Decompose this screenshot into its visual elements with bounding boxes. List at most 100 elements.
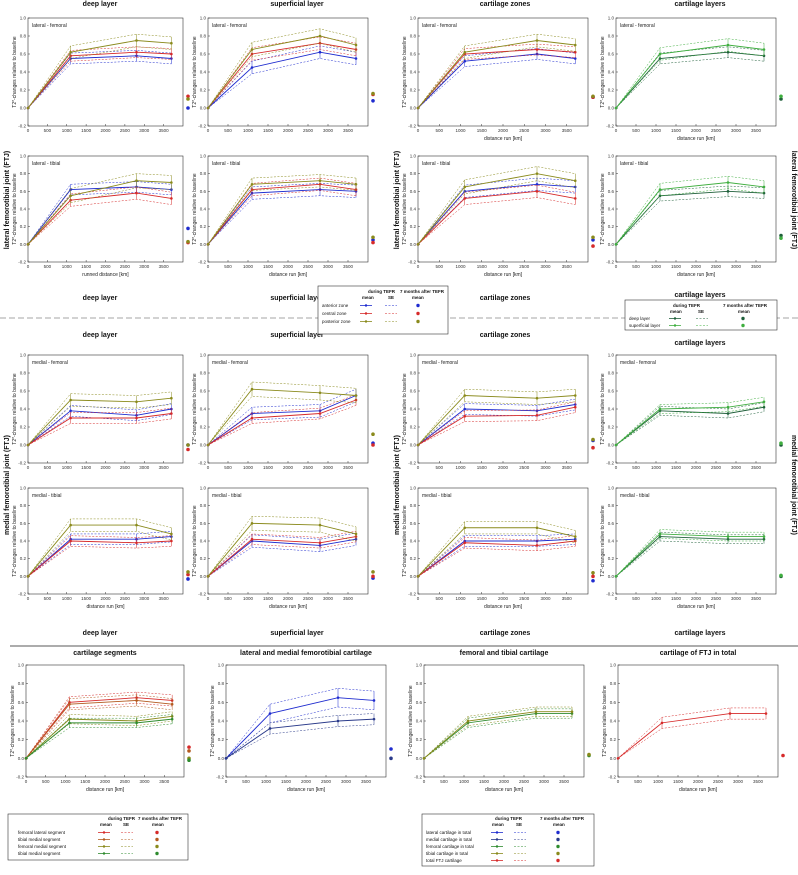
col-title-mid-4: cartilage layers	[675, 340, 726, 347]
y-tick-label: 0.0	[410, 242, 417, 247]
x-tick-label: 1500	[81, 264, 92, 269]
series-se-upper	[27, 407, 172, 446]
y-tick-label: 0.8	[200, 34, 207, 39]
followup-point	[779, 236, 783, 240]
series-line	[417, 190, 576, 245]
chart-title: femoral and tibial cartilage	[460, 650, 549, 657]
x-tick-label: 1000	[261, 779, 272, 784]
y-tick-label: 0.8	[410, 171, 417, 176]
x-tick-label: 1000	[455, 264, 466, 269]
legend-total-after-mean: mean	[553, 822, 565, 827]
data-point	[728, 712, 732, 715]
x-tick-label: 500	[632, 596, 640, 601]
x-tick-label: 2500	[711, 596, 722, 601]
x-tick-label: 500	[632, 264, 640, 269]
chart-b-lm: lateral and medial femorotibial cartilag…	[210, 650, 393, 793]
plot-frame	[25, 664, 185, 778]
y-tick-label: 0.4	[608, 539, 615, 544]
data-point	[336, 719, 340, 723]
y-tick-label: 0.6	[20, 189, 27, 194]
x-tick-label: 3000	[731, 596, 742, 601]
x-tick-label: 500	[224, 128, 232, 133]
legend-dot	[364, 320, 368, 323]
data-point	[573, 405, 577, 409]
legend-segments-entry: tibial medial segment	[18, 851, 61, 856]
series-line	[417, 527, 576, 577]
series-se-lower	[417, 54, 576, 109]
y-tick-label: 0.2	[200, 556, 207, 561]
series-se-lower	[417, 180, 576, 245]
x-tick-label: 2000	[691, 264, 702, 269]
x-tick-label: 1000	[455, 596, 466, 601]
x-tick-label: 2500	[519, 264, 530, 269]
col-title-bot-4: cartilage layers	[675, 630, 726, 637]
data-point	[318, 179, 322, 183]
series-se-upper	[25, 714, 173, 759]
plot-frame	[615, 354, 777, 464]
legend-zones-se: SE	[388, 295, 394, 300]
followup-point	[371, 99, 375, 103]
y-tick-label: 0.6	[410, 52, 417, 57]
y-tick-label: 0.0	[218, 756, 225, 761]
data-point	[170, 539, 173, 543]
data-point	[26, 443, 30, 447]
x-tick-label: 2500	[303, 596, 314, 601]
y-tick-label: 1.0	[218, 663, 225, 668]
x-tick-label: 1000	[651, 465, 662, 470]
data-point	[135, 39, 138, 42]
x-tick-label: 3500	[159, 779, 170, 784]
series-se-upper	[423, 708, 572, 759]
legend-dot	[495, 859, 499, 862]
y-tick-label: 0.8	[608, 34, 615, 39]
y-tick-label: -0.2	[408, 124, 416, 129]
legend-after-dot	[741, 316, 745, 321]
chart-b-seg: cartilage segments -0.2 0.0 0.2 0.4 0.6 0.8 1.0…	[10, 650, 191, 793]
x-tick-label: 3500	[751, 465, 762, 470]
x-tick-label: 3000	[323, 128, 334, 133]
x-tick-label: 1000	[455, 465, 466, 470]
x-tick-label: 1500	[477, 465, 488, 470]
data-point	[463, 185, 467, 189]
series-line	[27, 397, 172, 446]
data-point	[69, 416, 72, 420]
legend-dot	[102, 838, 106, 841]
legend-after-dot	[556, 830, 560, 835]
x-tick-label: 500	[634, 779, 642, 784]
x-axis-label: distance run [km]	[679, 787, 718, 793]
y-tick-label: 0.4	[20, 207, 27, 212]
series-line	[25, 700, 173, 759]
y-axis-label: T2*-changes relative to baseline	[12, 36, 18, 108]
x-tick-label: 2000	[691, 596, 702, 601]
chart-b-total: cartilage of FTJ in total -0.2 0.0 0.2 0.4 0.…	[602, 650, 785, 793]
x-tick-label: 3000	[139, 264, 150, 269]
legend-segments-during: during TEFR	[108, 816, 136, 821]
series-se-lower	[615, 188, 765, 245]
data-point	[573, 394, 577, 397]
y-tick-label: 0.6	[608, 389, 615, 394]
chart-b-ft: femoral and tibial cartilage -0.2 0.0 0.2 0.…	[408, 650, 591, 793]
data-point	[573, 57, 577, 60]
followup-point	[587, 752, 591, 757]
plot-frame	[27, 155, 184, 263]
x-tick-label: 0	[207, 596, 210, 601]
x-tick-label: 0	[207, 264, 210, 269]
legend-dot	[673, 324, 677, 327]
data-point	[658, 532, 662, 536]
x-tick-label: 0	[423, 779, 426, 784]
x-tick-label: 2000	[498, 465, 509, 470]
series-se-lower	[25, 723, 173, 759]
series-se-lower	[207, 190, 357, 245]
x-tick-label: 0	[615, 596, 618, 601]
panel-title: medial - tibial	[620, 493, 649, 499]
x-tick-label: 2500	[120, 779, 131, 784]
followup-point	[186, 570, 190, 574]
series-se-upper	[417, 184, 576, 245]
y-tick-label: 1.0	[200, 154, 207, 159]
y-tick-label: 1.0	[200, 16, 207, 21]
row-label-lateral-right: lateral femorotibial joint (FTJ)	[790, 151, 797, 249]
series-se-lower	[417, 401, 576, 446]
x-tick-label: 2000	[691, 128, 702, 133]
x-tick-label: 3500	[751, 596, 762, 601]
y-tick-label: 0.2	[218, 737, 225, 742]
chart-mf-deep: medial - femoral -0.2 0.0 0.2 0.4 0.6 0.8 1.0 0 5…	[12, 353, 190, 470]
